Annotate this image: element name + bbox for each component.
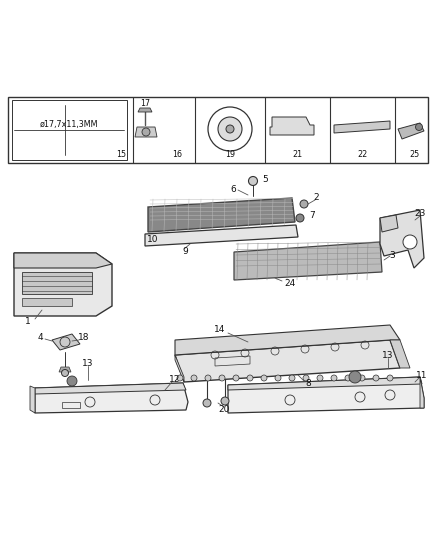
Circle shape xyxy=(373,375,379,381)
Polygon shape xyxy=(270,117,314,135)
Text: 4: 4 xyxy=(37,334,43,343)
Circle shape xyxy=(191,375,197,381)
Polygon shape xyxy=(334,121,390,133)
Text: 23: 23 xyxy=(414,208,426,217)
Circle shape xyxy=(61,369,68,376)
Polygon shape xyxy=(228,377,422,390)
Text: 20: 20 xyxy=(218,406,230,415)
Text: 9: 9 xyxy=(182,247,188,256)
Circle shape xyxy=(208,107,252,151)
Bar xyxy=(8,97,428,163)
Circle shape xyxy=(403,235,417,249)
Polygon shape xyxy=(35,383,188,413)
Text: 2: 2 xyxy=(313,193,319,203)
Text: 8: 8 xyxy=(305,379,311,389)
Bar xyxy=(22,272,92,294)
Polygon shape xyxy=(14,253,112,316)
Polygon shape xyxy=(175,340,400,382)
Circle shape xyxy=(226,125,234,133)
Polygon shape xyxy=(234,242,382,280)
Text: 12: 12 xyxy=(170,376,181,384)
Text: 18: 18 xyxy=(78,334,90,343)
Text: 24: 24 xyxy=(284,279,296,288)
Text: 16: 16 xyxy=(172,150,182,159)
Circle shape xyxy=(247,375,253,381)
Bar xyxy=(62,402,80,408)
Circle shape xyxy=(219,375,225,381)
Polygon shape xyxy=(228,377,424,413)
Text: ø17,7x11,3MM: ø17,7x11,3MM xyxy=(40,120,99,130)
Text: 22: 22 xyxy=(357,150,367,159)
Text: 7: 7 xyxy=(309,211,315,220)
Text: 11: 11 xyxy=(416,370,428,379)
Text: 10: 10 xyxy=(147,236,159,245)
Polygon shape xyxy=(145,225,298,246)
Circle shape xyxy=(233,375,239,381)
Circle shape xyxy=(300,200,308,208)
Circle shape xyxy=(248,176,258,185)
Text: 13: 13 xyxy=(382,351,394,359)
Circle shape xyxy=(331,375,337,381)
Circle shape xyxy=(289,375,295,381)
Circle shape xyxy=(345,375,351,381)
Text: 19: 19 xyxy=(225,150,235,159)
Circle shape xyxy=(359,375,365,381)
Polygon shape xyxy=(175,355,184,382)
Circle shape xyxy=(205,375,211,381)
Circle shape xyxy=(303,375,309,381)
Circle shape xyxy=(416,124,423,131)
Circle shape xyxy=(387,375,393,381)
Polygon shape xyxy=(52,334,80,350)
Circle shape xyxy=(349,371,361,383)
Text: 3: 3 xyxy=(389,252,395,261)
Polygon shape xyxy=(30,386,35,413)
Bar xyxy=(22,298,72,306)
Polygon shape xyxy=(135,127,157,137)
Polygon shape xyxy=(59,367,71,372)
Circle shape xyxy=(218,117,242,141)
Bar xyxy=(12,100,127,160)
Polygon shape xyxy=(14,253,112,268)
Text: 15: 15 xyxy=(116,150,126,159)
Circle shape xyxy=(261,375,267,381)
Polygon shape xyxy=(398,123,424,139)
Text: 25: 25 xyxy=(410,150,420,159)
Text: 17: 17 xyxy=(140,100,150,109)
Text: 14: 14 xyxy=(214,326,226,335)
Polygon shape xyxy=(35,383,186,394)
Polygon shape xyxy=(148,198,295,232)
Polygon shape xyxy=(380,215,398,232)
Circle shape xyxy=(317,375,323,381)
Polygon shape xyxy=(138,108,152,112)
Circle shape xyxy=(296,214,304,222)
Circle shape xyxy=(221,397,229,405)
Circle shape xyxy=(67,376,77,386)
Polygon shape xyxy=(420,377,424,408)
Text: 5: 5 xyxy=(262,174,268,183)
Polygon shape xyxy=(175,325,400,355)
Polygon shape xyxy=(390,340,410,368)
Circle shape xyxy=(203,399,211,407)
Text: 6: 6 xyxy=(230,185,236,195)
Circle shape xyxy=(275,375,281,381)
Circle shape xyxy=(177,375,183,381)
Polygon shape xyxy=(380,210,424,268)
Circle shape xyxy=(142,128,150,136)
Text: 1: 1 xyxy=(25,318,31,327)
Text: 13: 13 xyxy=(82,359,94,367)
Text: 21: 21 xyxy=(292,150,302,159)
